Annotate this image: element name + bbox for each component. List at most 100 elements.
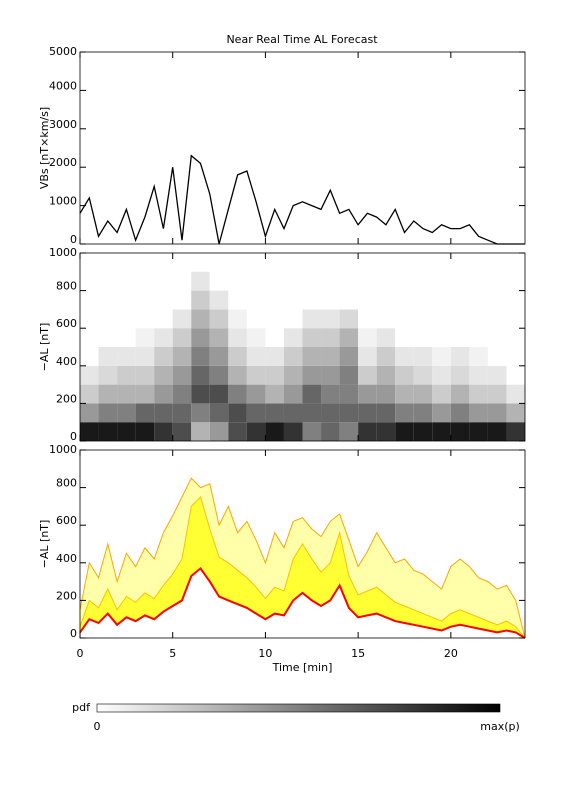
pdf-cell [80, 271, 99, 291]
pdf-cell [450, 271, 470, 291]
panel: 0 200 400 600 800 1000 −AL [nT] [38, 246, 526, 443]
y-tick-label: 1000 [49, 246, 77, 259]
pdf-cell [413, 384, 433, 404]
x-tick-label: 10 [258, 647, 272, 660]
pdf-cell [395, 290, 414, 310]
pdf-cell [432, 384, 451, 404]
pdf-cell [469, 271, 488, 291]
y-tick-label: 0 [70, 430, 77, 443]
pdf-cell [228, 422, 247, 441]
pdf-cell [209, 365, 229, 385]
pdf-cell [191, 347, 210, 366]
pdf-cell [283, 403, 303, 423]
pdf-cell [265, 309, 284, 329]
pdf-cell [321, 271, 340, 291]
pdf-cell [209, 403, 229, 423]
pdf-cell [209, 309, 229, 329]
y-tick-label: 800 [56, 280, 77, 293]
pdf-cell [191, 309, 210, 329]
pdf-cell [450, 290, 470, 310]
pdf-cell [265, 328, 284, 347]
pdf-cell [283, 309, 303, 329]
pdf-cell [154, 328, 173, 347]
pdf-cell [395, 403, 414, 423]
pdf-cell [117, 384, 136, 404]
pdf-cell [450, 328, 470, 347]
pdf-cell [191, 271, 210, 291]
pdf-cell [246, 328, 266, 347]
pdf-cell [506, 384, 525, 404]
chart-title: Near Real Time AL Forecast [226, 33, 378, 46]
pdf-cell [228, 384, 247, 404]
pdf-cell [321, 403, 340, 423]
pdf-cell [469, 403, 488, 423]
pdf-cell [506, 328, 525, 347]
pdf-cell [506, 290, 525, 310]
pdf-cell [358, 328, 377, 347]
pdf-cell [506, 309, 525, 329]
pdf-cell [228, 403, 247, 423]
pdf-cell [358, 422, 377, 441]
pdf-cell [395, 422, 414, 441]
pdf-cell [469, 328, 488, 347]
y-tick-label: 200 [56, 392, 77, 405]
pdf-cell [376, 384, 396, 404]
pdf-cell [172, 422, 192, 441]
pdf-cell [154, 290, 173, 310]
pdf-cell [191, 422, 210, 441]
pdf-cell [265, 347, 284, 366]
pdf-cell [228, 290, 247, 310]
plot-frame [79, 449, 526, 639]
y-tick-label: 600 [56, 317, 77, 330]
y-tick-label: 0 [70, 627, 77, 640]
pdf-cell [117, 365, 136, 385]
pdf-cell [302, 309, 322, 329]
pdf-cell [413, 347, 433, 366]
pdf-cell [487, 271, 507, 291]
pdf-cell [80, 309, 99, 329]
pdf-cell [395, 271, 414, 291]
pdf-cell [339, 365, 359, 385]
pdf-cell [154, 422, 173, 441]
pdf-cell [321, 347, 340, 366]
panel: 0 200 400 600 800 1000 0 5 10 15 20 −AL [nT] Time [m… [38, 443, 526, 674]
pdf-cell [506, 347, 525, 366]
pdf-cell [376, 328, 396, 347]
pdf-cell [172, 328, 192, 347]
pdf-cell [376, 271, 396, 291]
colorbar-max: max(p) [480, 720, 520, 733]
pdf-cell [376, 309, 396, 329]
pdf-cell [117, 422, 136, 441]
pdf-cell [339, 422, 359, 441]
pdf-cell [358, 403, 377, 423]
pdf-cell [487, 384, 507, 404]
band-line [79, 496, 526, 639]
pdf-cell [80, 384, 99, 404]
pdf-cell [358, 365, 377, 385]
band-line [79, 477, 526, 639]
pdf-cell [302, 384, 322, 404]
pdf-cell [246, 384, 266, 404]
pdf-cell [209, 422, 229, 441]
pdf-cell [80, 422, 99, 441]
pdf-cell [450, 365, 470, 385]
pdf-cell [172, 347, 192, 366]
colorbar [96, 703, 501, 713]
pdf-cell [469, 309, 488, 329]
pdf-cell [228, 328, 247, 347]
pdf-cell [246, 309, 266, 329]
pdf-cell [135, 328, 155, 347]
pdf-cell [98, 384, 118, 404]
pdf-cell [172, 309, 192, 329]
pdf-cell [283, 384, 303, 404]
x-tick-label: 0 [77, 647, 84, 660]
pdf-cell [283, 290, 303, 310]
pdf-cell [469, 290, 488, 310]
pdf-cell [321, 384, 340, 404]
pdf-cell [506, 365, 525, 385]
y-axis-label: VBs [nT×km/s] [38, 107, 51, 189]
pdf-cell [339, 290, 359, 310]
pdf-cell [98, 403, 118, 423]
pdf-cell [339, 328, 359, 347]
